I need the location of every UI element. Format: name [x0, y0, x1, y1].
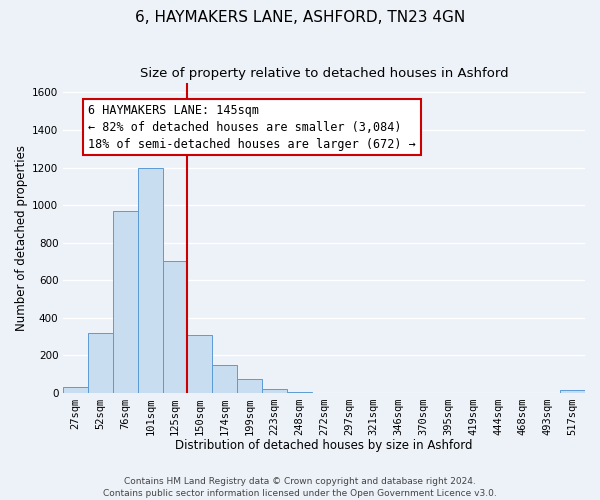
- X-axis label: Distribution of detached houses by size in Ashford: Distribution of detached houses by size …: [175, 440, 473, 452]
- Bar: [163, 262, 187, 393]
- Bar: [262, 389, 287, 393]
- Bar: [560, 390, 585, 393]
- Bar: [212, 365, 237, 393]
- Bar: [113, 211, 138, 393]
- Bar: [187, 334, 212, 393]
- Bar: [138, 168, 163, 393]
- Bar: [88, 333, 113, 393]
- Title: Size of property relative to detached houses in Ashford: Size of property relative to detached ho…: [140, 68, 508, 80]
- Bar: [237, 379, 262, 393]
- Bar: [63, 388, 88, 393]
- Text: Contains HM Land Registry data © Crown copyright and database right 2024.
Contai: Contains HM Land Registry data © Crown c…: [103, 476, 497, 498]
- Bar: [287, 392, 312, 393]
- Y-axis label: Number of detached properties: Number of detached properties: [15, 145, 28, 331]
- Text: 6, HAYMAKERS LANE, ASHFORD, TN23 4GN: 6, HAYMAKERS LANE, ASHFORD, TN23 4GN: [135, 10, 465, 25]
- Text: 6 HAYMAKERS LANE: 145sqm
← 82% of detached houses are smaller (3,084)
18% of sem: 6 HAYMAKERS LANE: 145sqm ← 82% of detach…: [88, 104, 416, 150]
